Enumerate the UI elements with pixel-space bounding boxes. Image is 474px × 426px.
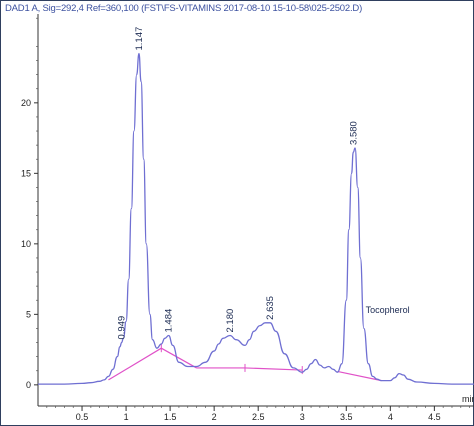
peak-label: 2.635 <box>265 296 276 320</box>
baseline-segment <box>337 370 382 382</box>
x-tick-label: 1.5 <box>164 412 177 422</box>
peak-annotation: Tocopherol <box>366 305 410 315</box>
x-axis-label: min <box>462 394 474 404</box>
y-tick-label: 20 <box>21 98 31 108</box>
x-tick-label: 1 <box>124 412 129 422</box>
baseline-segment <box>244 367 303 371</box>
peak-label: 1.147 <box>134 27 145 51</box>
x-tick-label: 2 <box>212 412 217 422</box>
y-tick-label: 10 <box>21 239 31 249</box>
x-tick-label: 4 <box>388 412 393 422</box>
y-tick-label: 0 <box>26 380 31 390</box>
x-tick-label: 2.5 <box>252 412 265 422</box>
baseline-segment <box>108 347 162 381</box>
x-tick-label: 3.5 <box>340 412 353 422</box>
peak-label: 1.484 <box>164 309 175 333</box>
y-tick-label: 15 <box>21 168 31 178</box>
peak-label: 0.949 <box>117 316 128 340</box>
x-tick-label: 4.5 <box>428 412 441 422</box>
peak-label: 3.580 <box>348 121 359 145</box>
peak-label: 2.180 <box>225 309 236 333</box>
baseline-segment <box>161 347 197 369</box>
x-tick-label: 0.5 <box>76 412 89 422</box>
chart-title: DAD1 A, Sig=292,4 Ref=360,100 (FST\FS-VI… <box>5 3 363 14</box>
y-tick-label: 5 <box>26 309 31 319</box>
x-tick-label: 3 <box>300 412 305 422</box>
signal-trace <box>37 52 474 385</box>
